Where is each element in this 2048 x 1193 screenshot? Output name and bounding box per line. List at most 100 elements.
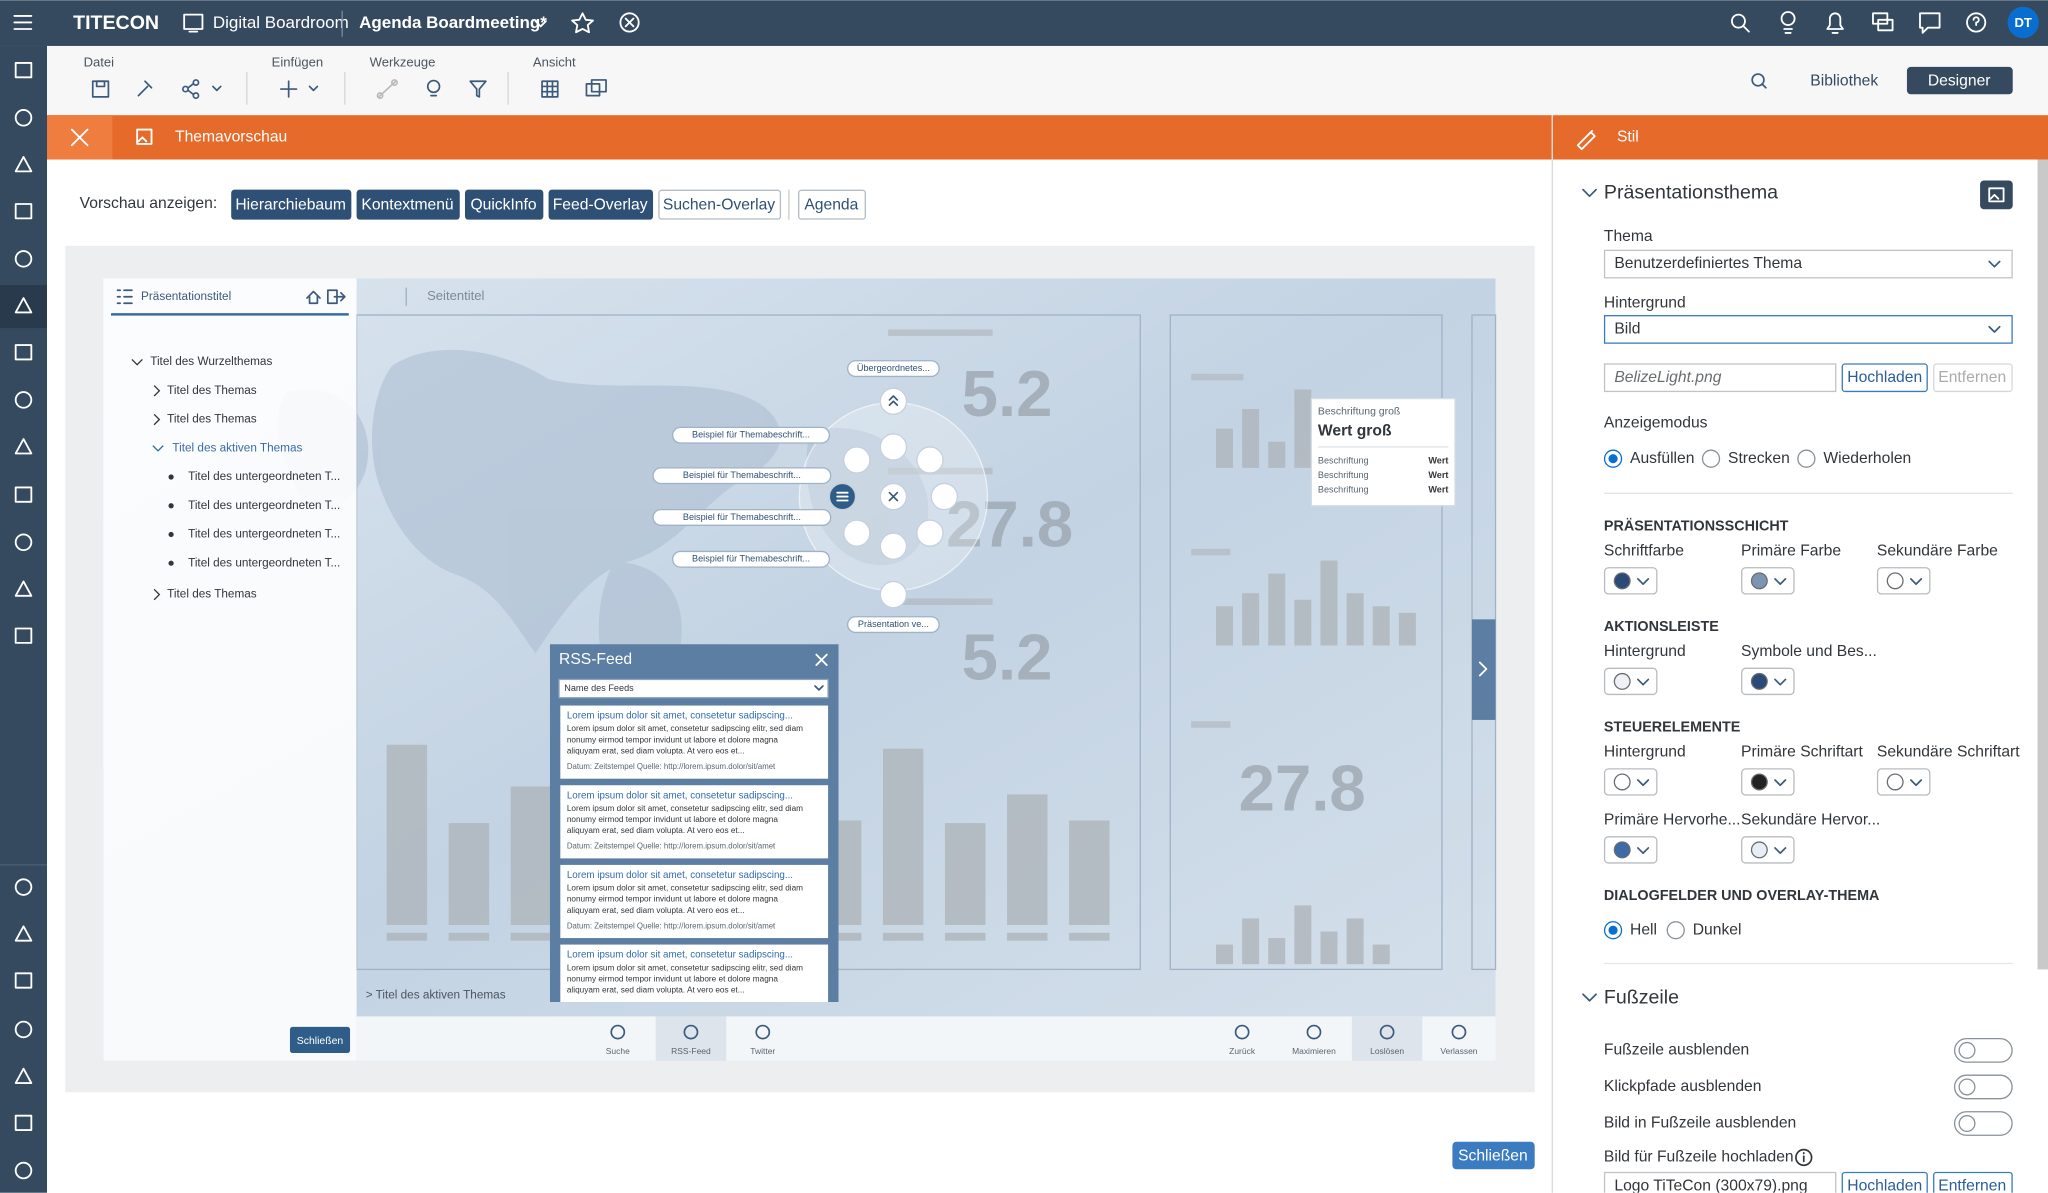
idea-icon[interactable] xyxy=(1780,11,1796,34)
theme-image-button[interactable] xyxy=(1980,180,2013,210)
nav-item[interactable] xyxy=(14,344,33,361)
insert-icon[interactable] xyxy=(279,80,319,98)
rss-item[interactable] xyxy=(560,705,829,779)
upload-button[interactable] xyxy=(1841,1171,1928,1193)
menu-node[interactable] xyxy=(879,532,908,560)
nav-item[interactable] xyxy=(14,533,33,552)
action-button[interactable] xyxy=(755,1024,771,1040)
feedback-icon[interactable] xyxy=(1919,12,1941,34)
file-input[interactable] xyxy=(1603,1171,1837,1193)
library-button[interactable]: Bibliothek xyxy=(1810,72,1878,89)
preview-toggle[interactable] xyxy=(548,189,654,220)
tree-node[interactable]: Titel des untergeordneten T... xyxy=(188,528,340,541)
nav-item[interactable] xyxy=(14,438,33,455)
nav-item[interactable] xyxy=(14,297,33,314)
tree-node[interactable]: Titel des untergeordneten T... xyxy=(188,556,340,569)
nav-item[interactable] xyxy=(14,62,33,79)
info-icon[interactable] xyxy=(1795,1148,1813,1167)
tree-toggle[interactable] xyxy=(153,385,161,397)
close-doc-icon[interactable] xyxy=(619,12,640,33)
nav-item[interactable] xyxy=(14,391,33,409)
avatar[interactable] xyxy=(2007,6,2039,39)
tree-node[interactable]: Titel des Themas xyxy=(167,384,257,397)
menu-node[interactable] xyxy=(879,580,908,609)
tree-toggle[interactable] xyxy=(152,445,164,452)
mock-close-button[interactable] xyxy=(289,1026,351,1053)
notification-icon[interactable] xyxy=(1826,12,1844,34)
background-select[interactable] xyxy=(1603,315,2013,344)
next-page[interactable] xyxy=(1472,619,1496,720)
nav-item[interactable] xyxy=(14,627,33,644)
preview-toggle[interactable] xyxy=(658,189,782,220)
menu-pill[interactable] xyxy=(652,467,832,485)
view-icon[interactable] xyxy=(585,79,607,97)
tree-node[interactable]: Titel des untergeordneten T... xyxy=(188,499,340,512)
action-button[interactable] xyxy=(1306,1024,1322,1040)
save-icon[interactable] xyxy=(91,80,110,98)
upload-button[interactable] xyxy=(1841,363,1928,393)
preview-toggle[interactable] xyxy=(798,189,866,220)
section-chevron[interactable] xyxy=(1582,993,1597,1002)
chat-icon[interactable] xyxy=(1872,12,1894,32)
action-button[interactable] xyxy=(1451,1024,1467,1040)
menu-pill[interactable] xyxy=(652,508,832,526)
file-input[interactable] xyxy=(1603,363,1837,393)
nav-item[interactable] xyxy=(14,580,33,597)
document-menu[interactable] xyxy=(534,20,547,28)
nav-item[interactable] xyxy=(14,486,33,503)
help-icon[interactable] xyxy=(1966,12,1987,33)
bulb-icon[interactable] xyxy=(426,79,441,97)
tree-node[interactable]: Titel des Wurzelthemas xyxy=(150,355,272,368)
menu-pill[interactable] xyxy=(847,616,940,634)
filter-icon[interactable] xyxy=(469,80,487,98)
action-button[interactable] xyxy=(610,1024,626,1040)
action-button[interactable] xyxy=(1379,1024,1395,1040)
nav-item[interactable] xyxy=(14,1067,33,1084)
menu-node[interactable] xyxy=(843,519,871,547)
search-icon[interactable] xyxy=(1731,13,1750,33)
rss-item[interactable] xyxy=(560,944,829,1018)
share-icon[interactable] xyxy=(182,79,222,100)
tree-node[interactable]: Titel des Themas xyxy=(167,413,257,426)
feed-select[interactable] xyxy=(558,678,829,699)
preview-toggle[interactable] xyxy=(356,189,460,220)
menu-node[interactable] xyxy=(930,482,959,511)
tree-node[interactable]: Titel des Themas xyxy=(167,588,257,601)
menu-pill[interactable] xyxy=(847,360,940,378)
radio[interactable] xyxy=(1666,921,1685,940)
menu-node[interactable] xyxy=(916,519,944,547)
menu-pill[interactable] xyxy=(672,550,831,568)
designer-button[interactable] xyxy=(1906,66,2013,95)
tree-toggle[interactable] xyxy=(153,588,161,601)
menu-pill[interactable] xyxy=(672,426,831,444)
rss-item[interactable] xyxy=(560,864,829,939)
menu-node[interactable] xyxy=(843,446,871,474)
grid-icon[interactable] xyxy=(541,80,559,98)
nav-item[interactable] xyxy=(14,925,33,942)
tools-icon[interactable] xyxy=(137,80,153,97)
nav-item[interactable] xyxy=(14,972,33,989)
menu-node[interactable] xyxy=(916,446,944,474)
document-title[interactable]: Agenda Boardmeeting* xyxy=(359,13,547,32)
toolbar-search[interactable] xyxy=(1751,73,1767,89)
nav-item[interactable] xyxy=(14,878,33,896)
favorite-icon[interactable] xyxy=(571,12,594,34)
preview-toggle[interactable] xyxy=(231,189,352,220)
menu-icon[interactable] xyxy=(13,15,33,30)
nav-item[interactable] xyxy=(14,109,33,127)
home-icon[interactable] xyxy=(306,290,321,305)
exit-icon[interactable] xyxy=(326,289,346,305)
menu-node[interactable] xyxy=(879,433,908,461)
tree-toggle[interactable] xyxy=(153,413,161,426)
tree-toggle[interactable] xyxy=(131,358,143,366)
close-button[interactable] xyxy=(1452,1141,1535,1170)
nav-item[interactable] xyxy=(14,1020,33,1039)
section-chevron[interactable] xyxy=(1582,188,1597,198)
nav-item[interactable] xyxy=(14,203,33,220)
nav-item[interactable] xyxy=(14,1161,33,1180)
preview-toggle[interactable] xyxy=(464,189,544,220)
rss-item[interactable] xyxy=(560,785,829,859)
rss-close[interactable] xyxy=(815,653,828,666)
theme-select[interactable] xyxy=(1603,249,2013,279)
tree-node[interactable]: Titel des untergeordneten T... xyxy=(188,470,340,483)
